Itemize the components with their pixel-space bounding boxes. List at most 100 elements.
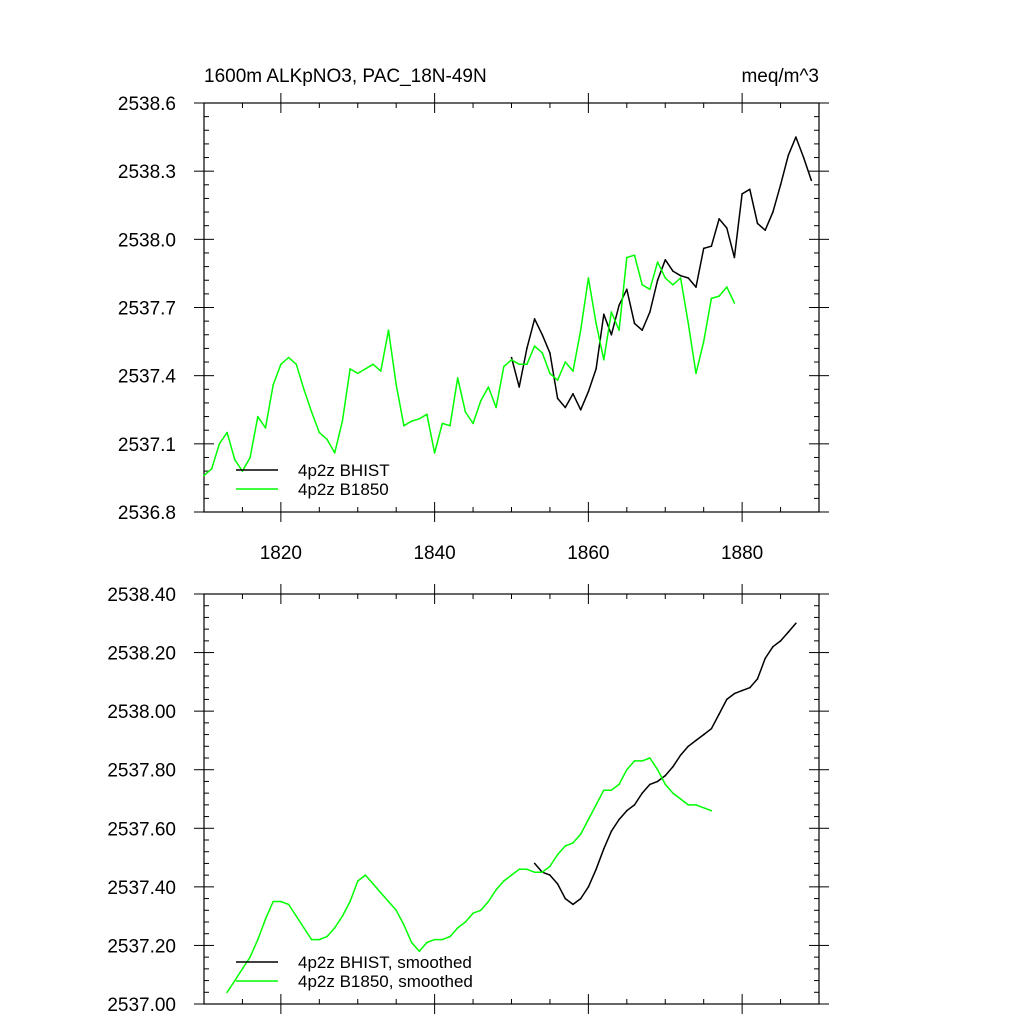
y-tick-label: 2536.8 — [118, 503, 176, 524]
data-point — [395, 909, 398, 912]
data-point — [349, 900, 351, 903]
data-point — [787, 154, 790, 157]
data-point — [664, 259, 667, 261]
data-point — [802, 156, 805, 159]
data-point — [510, 359, 513, 361]
data-point — [280, 900, 282, 903]
data-point — [549, 372, 551, 375]
y-tick-label: 2537.60 — [107, 819, 176, 840]
y-tick-label: 2537.80 — [107, 761, 176, 782]
data-point — [410, 941, 413, 944]
data-point — [795, 622, 797, 625]
data-point — [595, 868, 597, 871]
data-point — [472, 912, 474, 914]
data-point — [641, 792, 643, 794]
data-point — [264, 918, 267, 920]
data-point — [764, 229, 766, 231]
data-point — [341, 915, 344, 917]
data-point — [295, 915, 298, 917]
data-point — [387, 900, 390, 903]
data-point — [556, 883, 559, 885]
data-point — [480, 909, 482, 912]
y-tick-label: 2538.40 — [107, 585, 176, 606]
data-point — [249, 956, 251, 958]
series-points-1 — [203, 254, 736, 477]
data-point — [226, 991, 228, 994]
data-point — [426, 413, 428, 416]
data-point — [303, 927, 305, 929]
x-tick-label: 1880 — [721, 543, 763, 564]
data-point — [649, 288, 651, 291]
data-point — [618, 329, 620, 332]
data-point — [380, 891, 382, 894]
data-point — [664, 783, 667, 786]
data-point — [610, 334, 613, 336]
y-tick-label: 2538.6 — [118, 94, 176, 115]
legend-label-0: 4p2z BHIST — [298, 461, 390, 480]
data-point — [702, 733, 705, 736]
data-point — [241, 968, 244, 970]
data-point — [518, 363, 520, 366]
data-point — [203, 474, 205, 477]
data-point — [633, 760, 636, 762]
data-point — [318, 431, 321, 434]
data-point — [603, 359, 605, 361]
data-point — [433, 938, 436, 941]
data-point — [364, 874, 367, 876]
data-point — [533, 318, 536, 320]
data-point — [380, 370, 382, 372]
y-tick-label: 2538.20 — [107, 644, 176, 665]
data-point — [741, 193, 743, 195]
x-tick-label: 1820 — [260, 543, 302, 564]
data-point — [633, 254, 636, 256]
data-point — [672, 270, 674, 272]
legend-label-0: 4p2z BHIST, smoothed — [298, 953, 472, 972]
plot-frame — [203, 593, 820, 1005]
data-point — [556, 397, 559, 400]
data-point — [702, 807, 705, 809]
data-point — [679, 274, 682, 277]
data-point — [603, 313, 605, 316]
data-point — [295, 363, 298, 366]
data-point — [672, 792, 674, 794]
data-point — [556, 379, 559, 382]
y-tick-label: 2538.3 — [118, 162, 176, 183]
y-tick-label: 2537.20 — [107, 936, 176, 957]
data-point — [257, 415, 259, 418]
data-point — [610, 789, 613, 791]
data-point — [626, 809, 628, 812]
data-point — [733, 302, 736, 304]
data-point — [541, 871, 544, 873]
data-point — [549, 865, 551, 868]
data-point — [456, 377, 459, 379]
data-point — [418, 418, 421, 420]
data-point — [526, 347, 528, 350]
data-point — [649, 757, 651, 759]
data-point — [633, 804, 636, 806]
data-point — [510, 874, 513, 876]
data-point — [679, 277, 682, 279]
data-point — [218, 443, 221, 445]
data-point — [433, 452, 436, 454]
data-point — [749, 686, 751, 689]
data-point — [349, 368, 351, 370]
y-tick-label: 2537.40 — [107, 878, 176, 899]
data-point — [533, 345, 536, 347]
data-point — [579, 833, 582, 835]
data-point — [541, 352, 544, 354]
data-point — [518, 386, 520, 388]
data-point — [664, 277, 667, 279]
data-point — [695, 739, 697, 742]
data-point — [787, 631, 790, 633]
data-point — [656, 261, 659, 263]
data-point — [679, 798, 682, 800]
series-points-0 — [510, 136, 813, 411]
x-tick-label: 1840 — [413, 543, 455, 564]
data-point — [733, 256, 736, 259]
data-point — [695, 804, 697, 806]
data-point — [603, 848, 605, 850]
y-tick-label: 2537.7 — [118, 299, 176, 320]
data-point — [649, 311, 651, 313]
data-point — [772, 645, 774, 648]
data-point — [695, 286, 697, 288]
